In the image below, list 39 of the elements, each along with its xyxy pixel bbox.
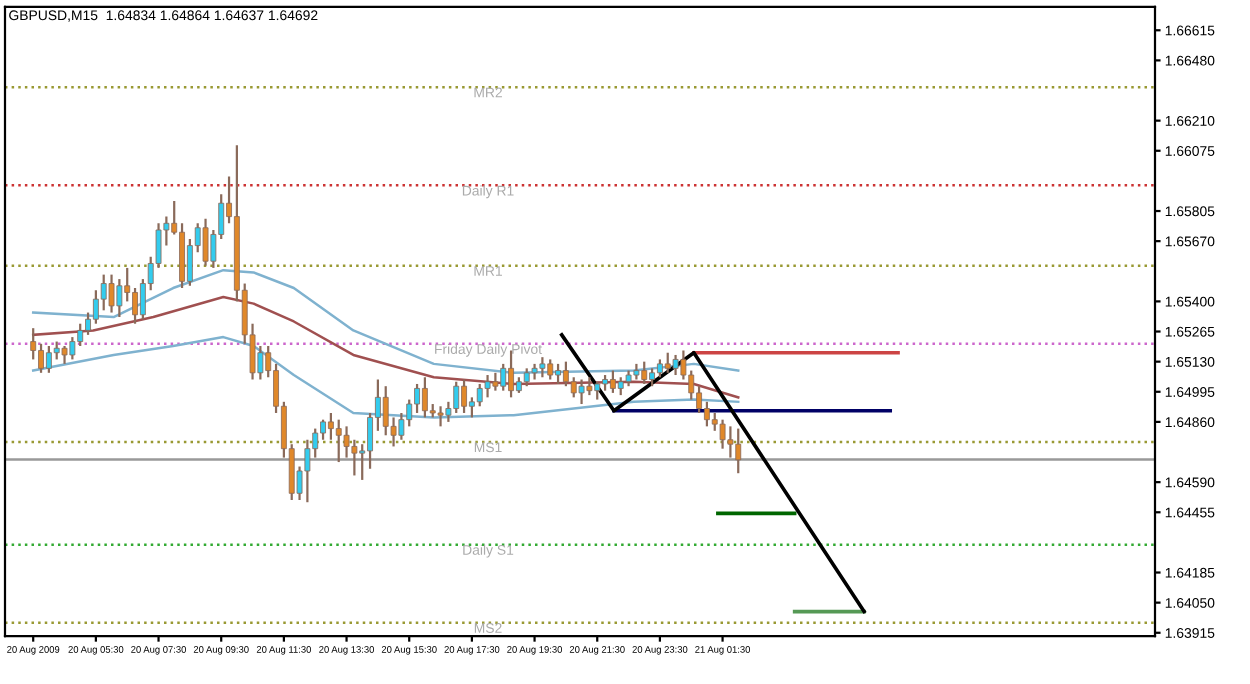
candlestick xyxy=(77,322,84,348)
candlestick xyxy=(453,380,460,415)
candlestick xyxy=(38,342,44,374)
candlestick xyxy=(320,418,326,441)
candlestick xyxy=(202,217,209,267)
candlestick xyxy=(108,273,115,314)
candlestick xyxy=(609,369,616,394)
candlestick xyxy=(586,376,593,397)
candlestick xyxy=(735,427,742,475)
candlestick xyxy=(484,373,491,399)
candlestick xyxy=(578,378,585,406)
candlestick xyxy=(539,356,546,379)
candlestick xyxy=(672,353,679,377)
candlestick xyxy=(476,382,483,408)
candlestick xyxy=(500,362,507,392)
candlestick xyxy=(547,358,554,381)
candlestick xyxy=(414,382,420,415)
candlestick xyxy=(327,411,334,441)
candlestick xyxy=(30,327,37,361)
candlestick xyxy=(703,400,710,428)
line-series xyxy=(559,333,866,614)
candlestick xyxy=(719,418,726,450)
line-series xyxy=(31,335,740,419)
candlestick xyxy=(461,378,467,415)
candlestick xyxy=(92,289,99,325)
line-series xyxy=(31,295,740,399)
candlestick xyxy=(641,360,648,386)
candlestick xyxy=(570,376,577,399)
candlestick xyxy=(100,273,107,312)
candlestick xyxy=(664,351,671,374)
candlestick xyxy=(421,376,428,419)
candlestick xyxy=(508,349,514,399)
candlestick xyxy=(335,418,342,464)
candlestick xyxy=(45,344,52,374)
candlestick xyxy=(555,362,561,386)
candlestick xyxy=(492,371,499,392)
candlestick xyxy=(132,286,138,325)
candlestick xyxy=(437,405,444,428)
candlestick xyxy=(562,360,569,388)
